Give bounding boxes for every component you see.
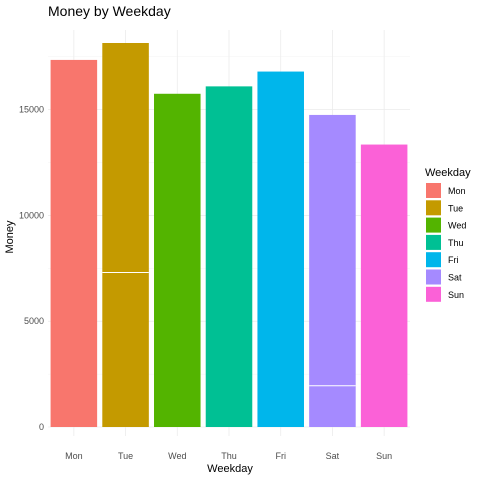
bar-mon (50, 59, 98, 427)
legend-label: Wed (448, 221, 466, 231)
legend-key-mon (426, 183, 441, 198)
y-tick-label: 15000 (19, 105, 44, 115)
bar-tue (102, 43, 149, 427)
legend-label: Tue (448, 203, 463, 213)
y-tick-label: 0 (39, 422, 44, 432)
legend-key-sun (426, 286, 441, 302)
bars (50, 43, 408, 428)
x-tick-label: Mon (65, 451, 83, 461)
x-tick-label: Tue (118, 451, 133, 461)
x-tick-label: Sun (376, 451, 392, 461)
legend-title: Weekday (425, 167, 471, 179)
legend-label: Mon (448, 186, 466, 196)
bar-fri (257, 71, 304, 427)
x-tick-label: Wed (168, 451, 186, 461)
y-axis-ticks: 0 5000 10000 15000 (19, 105, 44, 432)
x-axis-ticks: Mon Tue Wed Thu Fri Sat Sun (65, 451, 392, 461)
legend-key-fri (426, 252, 441, 268)
legend-label: Thu (448, 238, 464, 248)
legend-label: Fri (448, 255, 459, 265)
y-tick-label: 10000 (19, 210, 44, 220)
legend-key-tue (426, 200, 441, 216)
bar-sun (360, 144, 408, 428)
legend-key-wed (426, 217, 441, 233)
legend-label: Sun (448, 290, 464, 300)
bar-sat (309, 114, 356, 427)
x-axis-title: Weekday (207, 463, 253, 475)
x-tick-label: Thu (221, 451, 237, 461)
y-tick-label: 5000 (24, 316, 44, 326)
bar-wed (154, 93, 201, 428)
chart-title: Money by Weekday (48, 3, 171, 19)
bar-thu (205, 86, 253, 428)
legend-label: Sat (448, 273, 462, 283)
legend: Weekday Mon Tue Wed Thu Fri Sat Sun (425, 167, 471, 302)
x-tick-label: Fri (275, 451, 286, 461)
legend-key-sat (426, 269, 441, 285)
x-tick-label: Sat (326, 451, 340, 461)
legend-key-thu (426, 234, 441, 250)
y-axis-title: Money (4, 220, 16, 254)
